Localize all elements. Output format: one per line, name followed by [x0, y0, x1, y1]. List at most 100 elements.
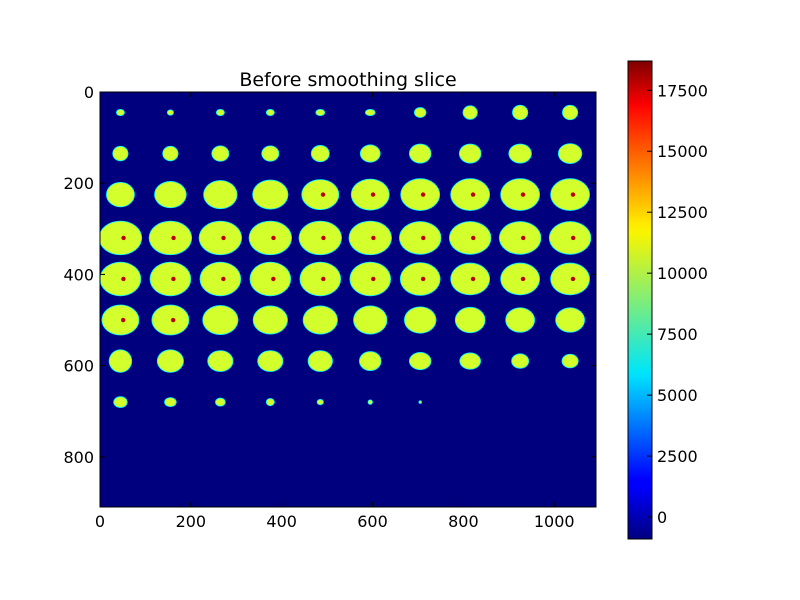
brain-slice: [262, 146, 279, 161]
brain-slice: [556, 308, 585, 332]
brain-slice: [114, 397, 127, 408]
brain-slice: [451, 179, 490, 211]
brain-slice: [303, 306, 338, 334]
slice-hotspot: [421, 235, 426, 241]
brain-slice: [359, 351, 381, 371]
brain-slice: [204, 180, 237, 209]
brain-slice: [349, 221, 392, 255]
brain-slice: [316, 109, 325, 116]
brain-slice: [100, 221, 142, 255]
brain-slice: [302, 180, 339, 210]
brain-slice: [399, 221, 441, 254]
slice-hotspot: [470, 192, 476, 197]
brain-slice: [409, 352, 431, 370]
slice-hotspot: [271, 235, 276, 241]
brain-slice: [506, 308, 535, 332]
brain-slice: [463, 106, 477, 119]
slice-hotspot: [520, 192, 526, 197]
brain-slice: [551, 179, 590, 211]
slice-hotspot: [420, 276, 426, 282]
brain-slice: [200, 262, 241, 296]
brain-slice: [501, 263, 540, 295]
brain-slice: [253, 306, 288, 334]
brain-slice: [253, 180, 288, 209]
colorbar-axis: 0 2500 5000 7500 10000 12500 15000 17500: [647, 81, 708, 527]
brain-slice: [419, 401, 422, 404]
slice-hotspot: [471, 235, 476, 241]
chart-title: Before smoothing slice: [239, 69, 456, 91]
brain-slice: [451, 263, 490, 295]
slice-hotspot: [171, 235, 176, 241]
brain-slice: [400, 263, 440, 295]
y-tick-label: 0: [84, 83, 94, 102]
slice-hotspot: [321, 276, 326, 282]
x-tick-label: 800: [448, 512, 479, 531]
brain-slice: [512, 105, 528, 120]
colorbar-tick-label: 2500: [657, 447, 698, 466]
slice-hotspot: [470, 276, 476, 282]
brain-slice: [106, 182, 135, 207]
brain-slice: [551, 263, 590, 295]
brain-slice: [157, 350, 184, 373]
y-axis: 0 200 400 600 800: [63, 83, 596, 467]
brain-slice: [113, 146, 128, 161]
brain-slice: [360, 145, 380, 162]
slice-hotspot: [171, 276, 176, 282]
brain-slice: [300, 262, 341, 296]
brain-slice: [409, 144, 431, 163]
brain-slice: [455, 307, 485, 333]
brain-slice: [266, 109, 274, 116]
brain-slice: [163, 146, 178, 161]
brain-slice: [449, 221, 491, 254]
brain-slice: [208, 351, 233, 372]
slice-hotspot: [521, 235, 526, 241]
slice-hotspot: [120, 317, 126, 323]
brain-slice: [311, 145, 329, 162]
brain-slice: [509, 144, 532, 163]
slice-hotspot: [320, 192, 326, 197]
brain-slice: [549, 221, 591, 254]
brain-slice: [102, 305, 139, 335]
colorbar-tick-label: 12500: [657, 203, 708, 222]
y-tick-label: 800: [63, 448, 94, 467]
brain-slice: [152, 305, 189, 335]
brain-slice: [212, 146, 229, 161]
brain-slice: [164, 398, 176, 407]
slice-hotspot: [371, 276, 376, 282]
slice-hotspot: [370, 192, 376, 197]
slice-hotspot: [420, 192, 426, 197]
brain-slice: [562, 354, 578, 368]
slice-hotspot: [321, 235, 326, 241]
brain-slices: [100, 104, 592, 408]
brain-slice: [368, 400, 373, 404]
plot-frame: [99, 91, 597, 508]
brain-slice: [203, 305, 238, 335]
slice-hotspot: [271, 276, 276, 282]
x-tick-label: 1000: [534, 512, 575, 531]
slice-hotspot: [570, 276, 576, 282]
y-tick-label: 600: [63, 357, 94, 376]
brain-slice: [150, 262, 191, 296]
brain-slice: [404, 307, 436, 333]
colorbar-tick-label: 17500: [657, 81, 708, 100]
brain-slice: [562, 105, 578, 120]
slice-hotspot: [371, 235, 376, 241]
brain-slice: [299, 221, 342, 255]
brain-slice: [167, 110, 174, 115]
slice-hotspot: [170, 317, 176, 323]
brain-slice: [459, 144, 481, 163]
brain-slice: [351, 179, 389, 210]
colorbar-tick-label: 15000: [657, 142, 708, 161]
brain-slice: [414, 107, 426, 118]
colorbar-tick-label: 0: [657, 508, 667, 527]
brain-slice: [558, 143, 582, 164]
x-axis: 0 200 400 600 800 1000: [95, 92, 575, 531]
brain-slice: [350, 262, 391, 296]
x-tick-label: 200: [176, 512, 207, 531]
brain-slice: [460, 353, 481, 369]
brain-slice: [109, 350, 132, 373]
colorbar-tick-label: 7500: [657, 325, 698, 344]
brain-slice: [511, 354, 529, 368]
slice-hotspot: [121, 276, 126, 282]
